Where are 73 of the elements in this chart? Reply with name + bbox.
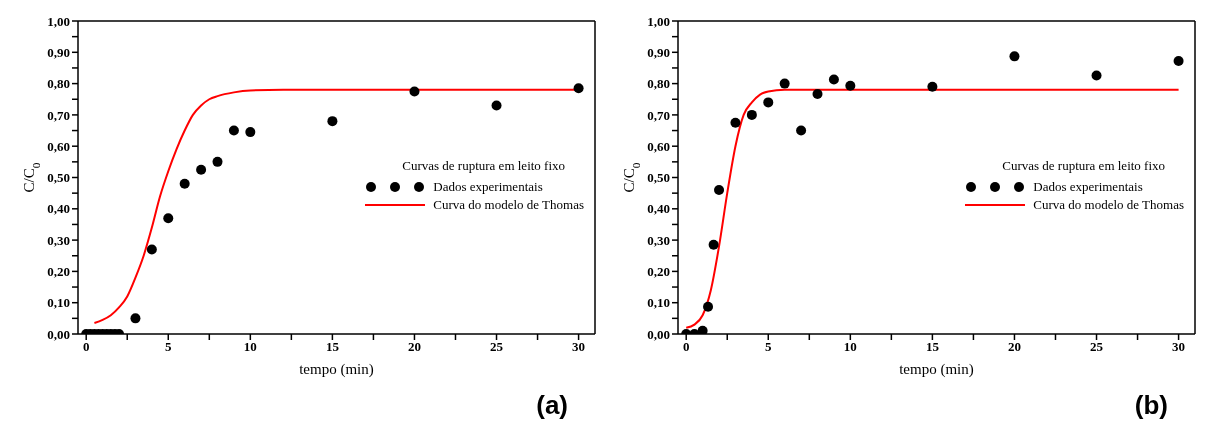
x-tick-label: 10 xyxy=(843,339,857,355)
x-tick-label: 15 xyxy=(925,339,940,355)
x-tick-label: 30 xyxy=(572,339,586,355)
point xyxy=(714,185,725,196)
point xyxy=(196,164,207,175)
x-tick-label: 25 xyxy=(1090,339,1104,355)
point xyxy=(845,80,856,91)
y-tick-label: 0,00 xyxy=(647,326,670,342)
point xyxy=(812,88,823,99)
y-tick-label: 0,90 xyxy=(47,44,70,60)
point xyxy=(146,244,157,255)
point xyxy=(763,97,774,108)
y-tick-label: 0,00 xyxy=(47,326,70,342)
point xyxy=(179,178,190,189)
y-tick-label: 0,70 xyxy=(47,107,70,123)
y-tick-label: 0,50 xyxy=(47,170,70,186)
y-tick-label: 0,50 xyxy=(647,170,670,186)
y-tick-label: 0,30 xyxy=(47,232,70,248)
y-tick-label: 0,70 xyxy=(647,107,670,123)
point xyxy=(828,74,839,85)
point xyxy=(703,301,714,312)
y-tick-label: 0,20 xyxy=(47,264,70,280)
point xyxy=(779,78,790,89)
x-tick-label: 15 xyxy=(325,339,340,355)
y-tick-label: 0,80 xyxy=(647,76,670,92)
point xyxy=(163,213,174,224)
point xyxy=(491,100,502,111)
point xyxy=(245,127,256,138)
legend-title: Curvas de ruptura em leito fixo xyxy=(1001,158,1167,174)
x-tick-label: 5 xyxy=(765,339,773,355)
x-tick-label: 20 xyxy=(407,339,421,355)
x-tick-label: 10 xyxy=(243,339,257,355)
point xyxy=(1091,70,1102,81)
point xyxy=(796,125,807,136)
legend-label: Curva do modelo de Thomas xyxy=(433,197,584,213)
y-tick-label: 1,00 xyxy=(647,13,670,29)
x-tick-label: 25 xyxy=(490,339,504,355)
legend-label: Curva do modelo de Thomas xyxy=(1033,197,1184,213)
text: (b) xyxy=(1134,390,1168,421)
x-tick-label: 5 xyxy=(165,339,173,355)
x-tick-label: 0 xyxy=(82,339,90,355)
point xyxy=(730,117,741,128)
x-tick-label: 20 xyxy=(1007,339,1021,355)
legend-label: Dados experimentais xyxy=(1033,179,1143,195)
x-tick-label: 30 xyxy=(1172,339,1186,355)
x-tick-label: 0 xyxy=(682,339,690,355)
y-tick-label: 0,60 xyxy=(647,138,670,154)
point xyxy=(228,125,239,136)
y-tick-label: 0,90 xyxy=(647,44,670,60)
y-tick-label: 0,60 xyxy=(47,138,70,154)
y-tick-label: 0,30 xyxy=(647,232,670,248)
point xyxy=(746,109,757,120)
point xyxy=(1009,51,1020,62)
point xyxy=(697,325,708,334)
y-tick-label: 0,20 xyxy=(647,264,670,280)
point xyxy=(927,81,938,92)
point xyxy=(708,239,719,250)
y-tick-label: 0,10 xyxy=(647,295,670,311)
y-tick-label: 1,00 xyxy=(47,13,70,29)
y-tick-label: 0,40 xyxy=(647,201,670,217)
point xyxy=(1173,56,1184,67)
point xyxy=(327,116,338,127)
y-tick-label: 0,80 xyxy=(47,76,70,92)
x-axis-title: tempo (min) xyxy=(299,361,374,378)
point xyxy=(573,83,584,94)
legend-label: Dados experimentais xyxy=(433,179,543,195)
point xyxy=(409,86,420,97)
y-tick-label: 0,10 xyxy=(47,295,70,311)
y-tick-label: 0,40 xyxy=(47,201,70,217)
x-axis-title: tempo (min) xyxy=(899,361,974,378)
legend-title: Curvas de ruptura em leito fixo xyxy=(401,158,567,174)
point xyxy=(212,156,223,167)
text: (a) xyxy=(536,390,568,421)
